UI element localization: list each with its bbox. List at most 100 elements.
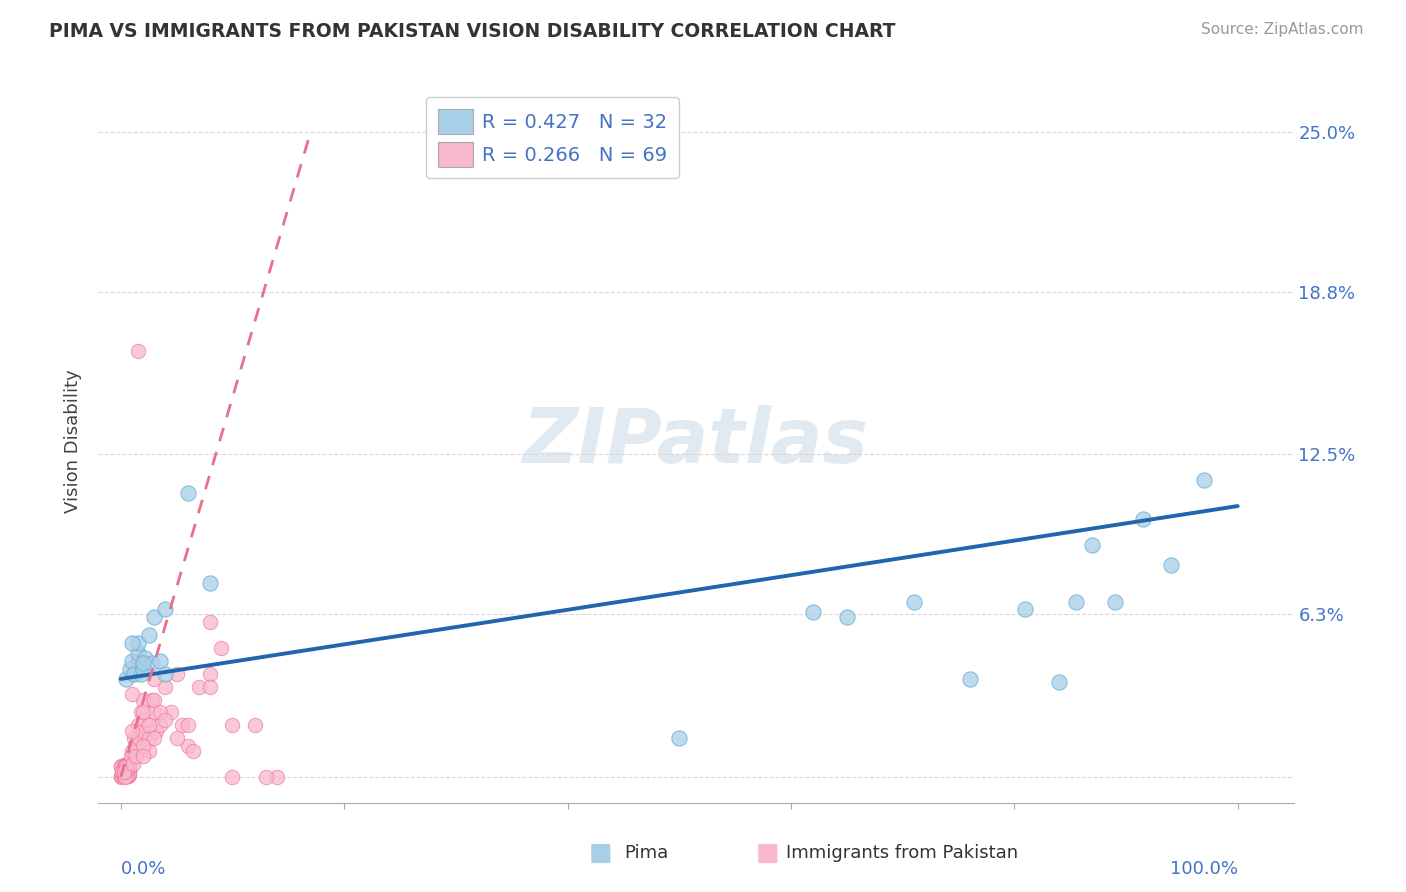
Point <box>114 761 136 775</box>
Point <box>1104 594 1126 608</box>
Point <box>115 672 138 686</box>
Text: ■: ■ <box>756 841 779 865</box>
Point <box>149 706 172 720</box>
Point <box>122 731 145 746</box>
Point <box>115 761 138 775</box>
Point <box>121 666 143 681</box>
Point <box>1081 538 1104 552</box>
Point <box>127 344 149 359</box>
Point <box>177 718 200 732</box>
Point <box>118 768 141 782</box>
Point <box>1192 473 1215 487</box>
Text: 100.0%: 100.0% <box>1170 860 1237 878</box>
Point <box>132 739 155 753</box>
Point <box>132 662 155 676</box>
Point <box>129 666 152 681</box>
Point <box>114 765 136 780</box>
Point <box>114 761 136 775</box>
Point <box>145 723 167 738</box>
Point <box>801 605 824 619</box>
Point <box>114 764 136 779</box>
Point <box>114 770 136 784</box>
Point <box>177 486 200 500</box>
Point <box>132 706 155 720</box>
Point <box>112 766 135 780</box>
Text: ■: ■ <box>589 841 613 865</box>
Point <box>114 762 136 776</box>
Point <box>115 760 138 774</box>
Point <box>149 654 172 668</box>
Point <box>117 769 139 783</box>
Point <box>117 762 139 776</box>
Point <box>128 731 150 746</box>
Point <box>114 765 136 780</box>
Text: 0.0%: 0.0% <box>121 860 166 878</box>
Point <box>114 762 136 776</box>
Point <box>117 764 139 779</box>
Point <box>209 640 232 655</box>
Point <box>198 576 221 591</box>
Point <box>254 770 277 784</box>
Point <box>114 764 136 778</box>
Point <box>243 718 266 732</box>
Point <box>166 731 188 746</box>
Legend: R = 0.427   N = 32, R = 0.266   N = 69: R = 0.427 N = 32, R = 0.266 N = 69 <box>426 97 679 178</box>
Point <box>125 749 148 764</box>
Text: ZIPatlas: ZIPatlas <box>523 405 869 478</box>
Point <box>1047 674 1070 689</box>
Point <box>122 666 145 681</box>
Point <box>155 713 177 727</box>
Point <box>132 657 155 671</box>
Point <box>143 610 166 624</box>
Point <box>198 680 221 694</box>
Point <box>110 769 132 783</box>
Text: PIMA VS IMMIGRANTS FROM PAKISTAN VISION DISABILITY CORRELATION CHART: PIMA VS IMMIGRANTS FROM PAKISTAN VISION … <box>49 22 896 41</box>
Text: Immigrants from Pakistan: Immigrants from Pakistan <box>786 845 1018 863</box>
Point <box>141 657 163 671</box>
Point <box>1160 558 1182 573</box>
Point <box>160 706 183 720</box>
Point <box>118 766 141 780</box>
Point <box>118 764 141 778</box>
Point <box>117 757 139 772</box>
Point <box>114 760 136 774</box>
Point <box>114 758 136 772</box>
Point <box>115 760 138 774</box>
Point <box>155 680 177 694</box>
Point <box>110 759 132 773</box>
Point <box>668 731 690 746</box>
Point <box>166 666 188 681</box>
Point <box>127 718 149 732</box>
Point <box>149 718 172 732</box>
Point <box>132 749 155 764</box>
Point <box>111 768 134 782</box>
Point <box>172 718 194 732</box>
Point <box>138 744 160 758</box>
Point <box>266 770 288 784</box>
Point <box>120 749 142 764</box>
Point <box>112 769 135 783</box>
Point <box>115 769 138 783</box>
Point <box>903 594 925 608</box>
Point <box>114 757 136 772</box>
Point <box>134 651 156 665</box>
Point <box>141 692 163 706</box>
Point <box>198 666 221 681</box>
Point <box>110 760 132 774</box>
Point <box>118 759 141 773</box>
Point <box>132 723 155 738</box>
Point <box>117 759 139 773</box>
Point <box>118 662 141 676</box>
Point <box>143 672 166 686</box>
Point <box>114 766 136 780</box>
Point <box>112 764 135 778</box>
Point <box>143 692 166 706</box>
Point <box>115 764 138 778</box>
Point <box>138 628 160 642</box>
Point <box>124 739 146 753</box>
Point <box>115 767 138 781</box>
Point <box>118 761 141 775</box>
Point <box>221 770 243 784</box>
Point <box>121 723 143 738</box>
Point <box>121 687 143 701</box>
